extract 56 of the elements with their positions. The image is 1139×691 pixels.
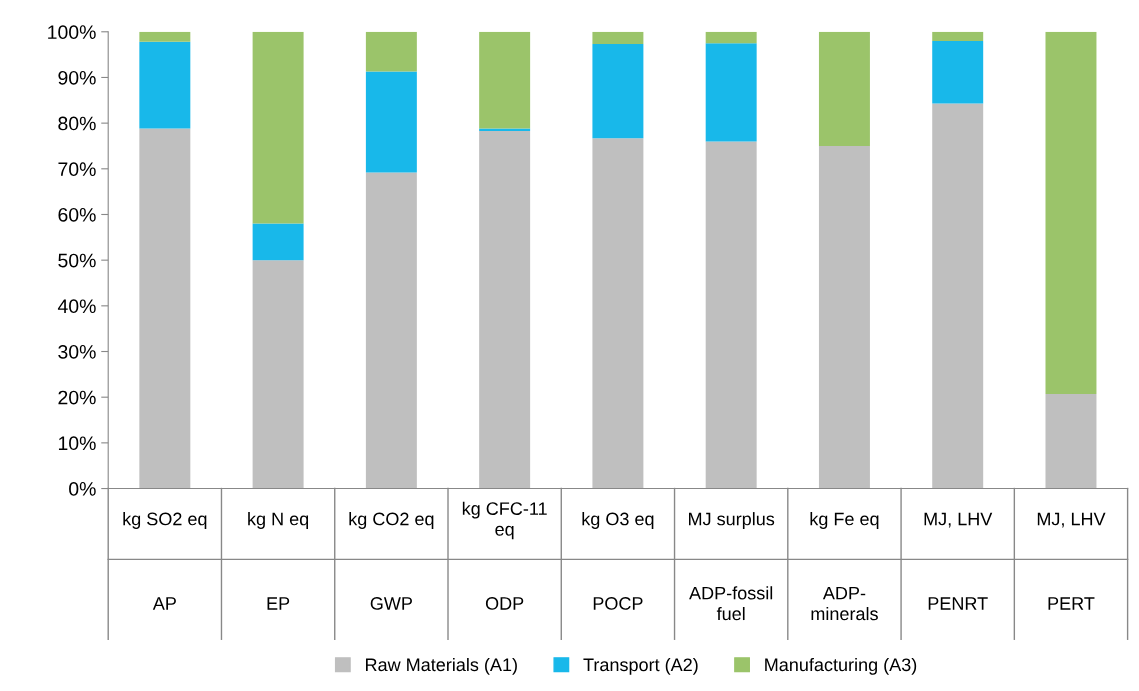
bar	[139, 31, 191, 42]
x-tick-label: MJ surplus	[689, 512, 775, 529]
bar	[705, 141, 757, 489]
x-tick-label: kg N eq	[248, 512, 309, 529]
y-tick-label: 10%	[58, 436, 96, 451]
legend-label: Raw Materials (A1)	[366, 657, 517, 675]
y-tick-label: 0%	[69, 482, 96, 496]
bar	[365, 172, 417, 489]
x-tick-label: MJ, LHV	[1037, 512, 1106, 528]
bar	[932, 40, 984, 104]
bar	[818, 145, 870, 489]
y-tick-label: 40%	[57, 299, 96, 314]
bar	[592, 44, 644, 139]
bar	[1045, 393, 1097, 489]
bar	[592, 31, 644, 45]
text: GWP	[370, 597, 412, 610]
bar	[365, 31, 417, 72]
x-tick-label: kg SO2 eq	[123, 512, 207, 529]
bar	[479, 130, 531, 489]
bar	[252, 223, 304, 261]
text: ADP- minerals	[811, 586, 878, 621]
bar	[705, 43, 757, 142]
x-tick-label: kg CO2 eq	[349, 512, 434, 529]
y-tick-label: 30%	[58, 344, 96, 359]
text: PERT	[1048, 597, 1095, 610]
legend-label: Transport (A2)	[583, 657, 698, 675]
bar	[365, 71, 417, 173]
x-tick-label: kg Fe eq	[810, 512, 879, 529]
y-tick-label: 70%	[58, 162, 96, 177]
legend-label: Manufacturing (A3)	[765, 657, 917, 675]
text: PENRT	[928, 597, 988, 610]
y-tick-label: 60%	[58, 207, 96, 222]
x-tick-label: kg CFC-11 eq	[462, 501, 547, 540]
bar	[932, 103, 984, 489]
y-tick-label: 80%	[58, 116, 96, 131]
text: ADP-fossil fuel	[689, 586, 773, 621]
bar	[705, 31, 757, 44]
y-tick-label: 20%	[58, 390, 96, 405]
bar	[252, 31, 304, 224]
text: POCP	[593, 597, 643, 610]
bar	[932, 31, 984, 41]
bar	[1045, 31, 1097, 394]
bar	[139, 128, 191, 489]
text: AP	[152, 597, 176, 610]
bar	[252, 260, 304, 489]
y-tick-label: 90%	[58, 70, 96, 85]
text: EP	[267, 597, 290, 610]
y-tick-label: 50%	[58, 253, 96, 268]
x-tick-label: kg O3 eq	[582, 512, 654, 529]
y-tick-label: 100%	[48, 25, 96, 40]
bar	[592, 138, 644, 489]
x-tick-label: MJ, LHV	[924, 512, 993, 528]
bar	[139, 41, 191, 129]
bar	[479, 31, 531, 129]
text: ODP	[485, 597, 524, 610]
bar	[818, 31, 870, 146]
